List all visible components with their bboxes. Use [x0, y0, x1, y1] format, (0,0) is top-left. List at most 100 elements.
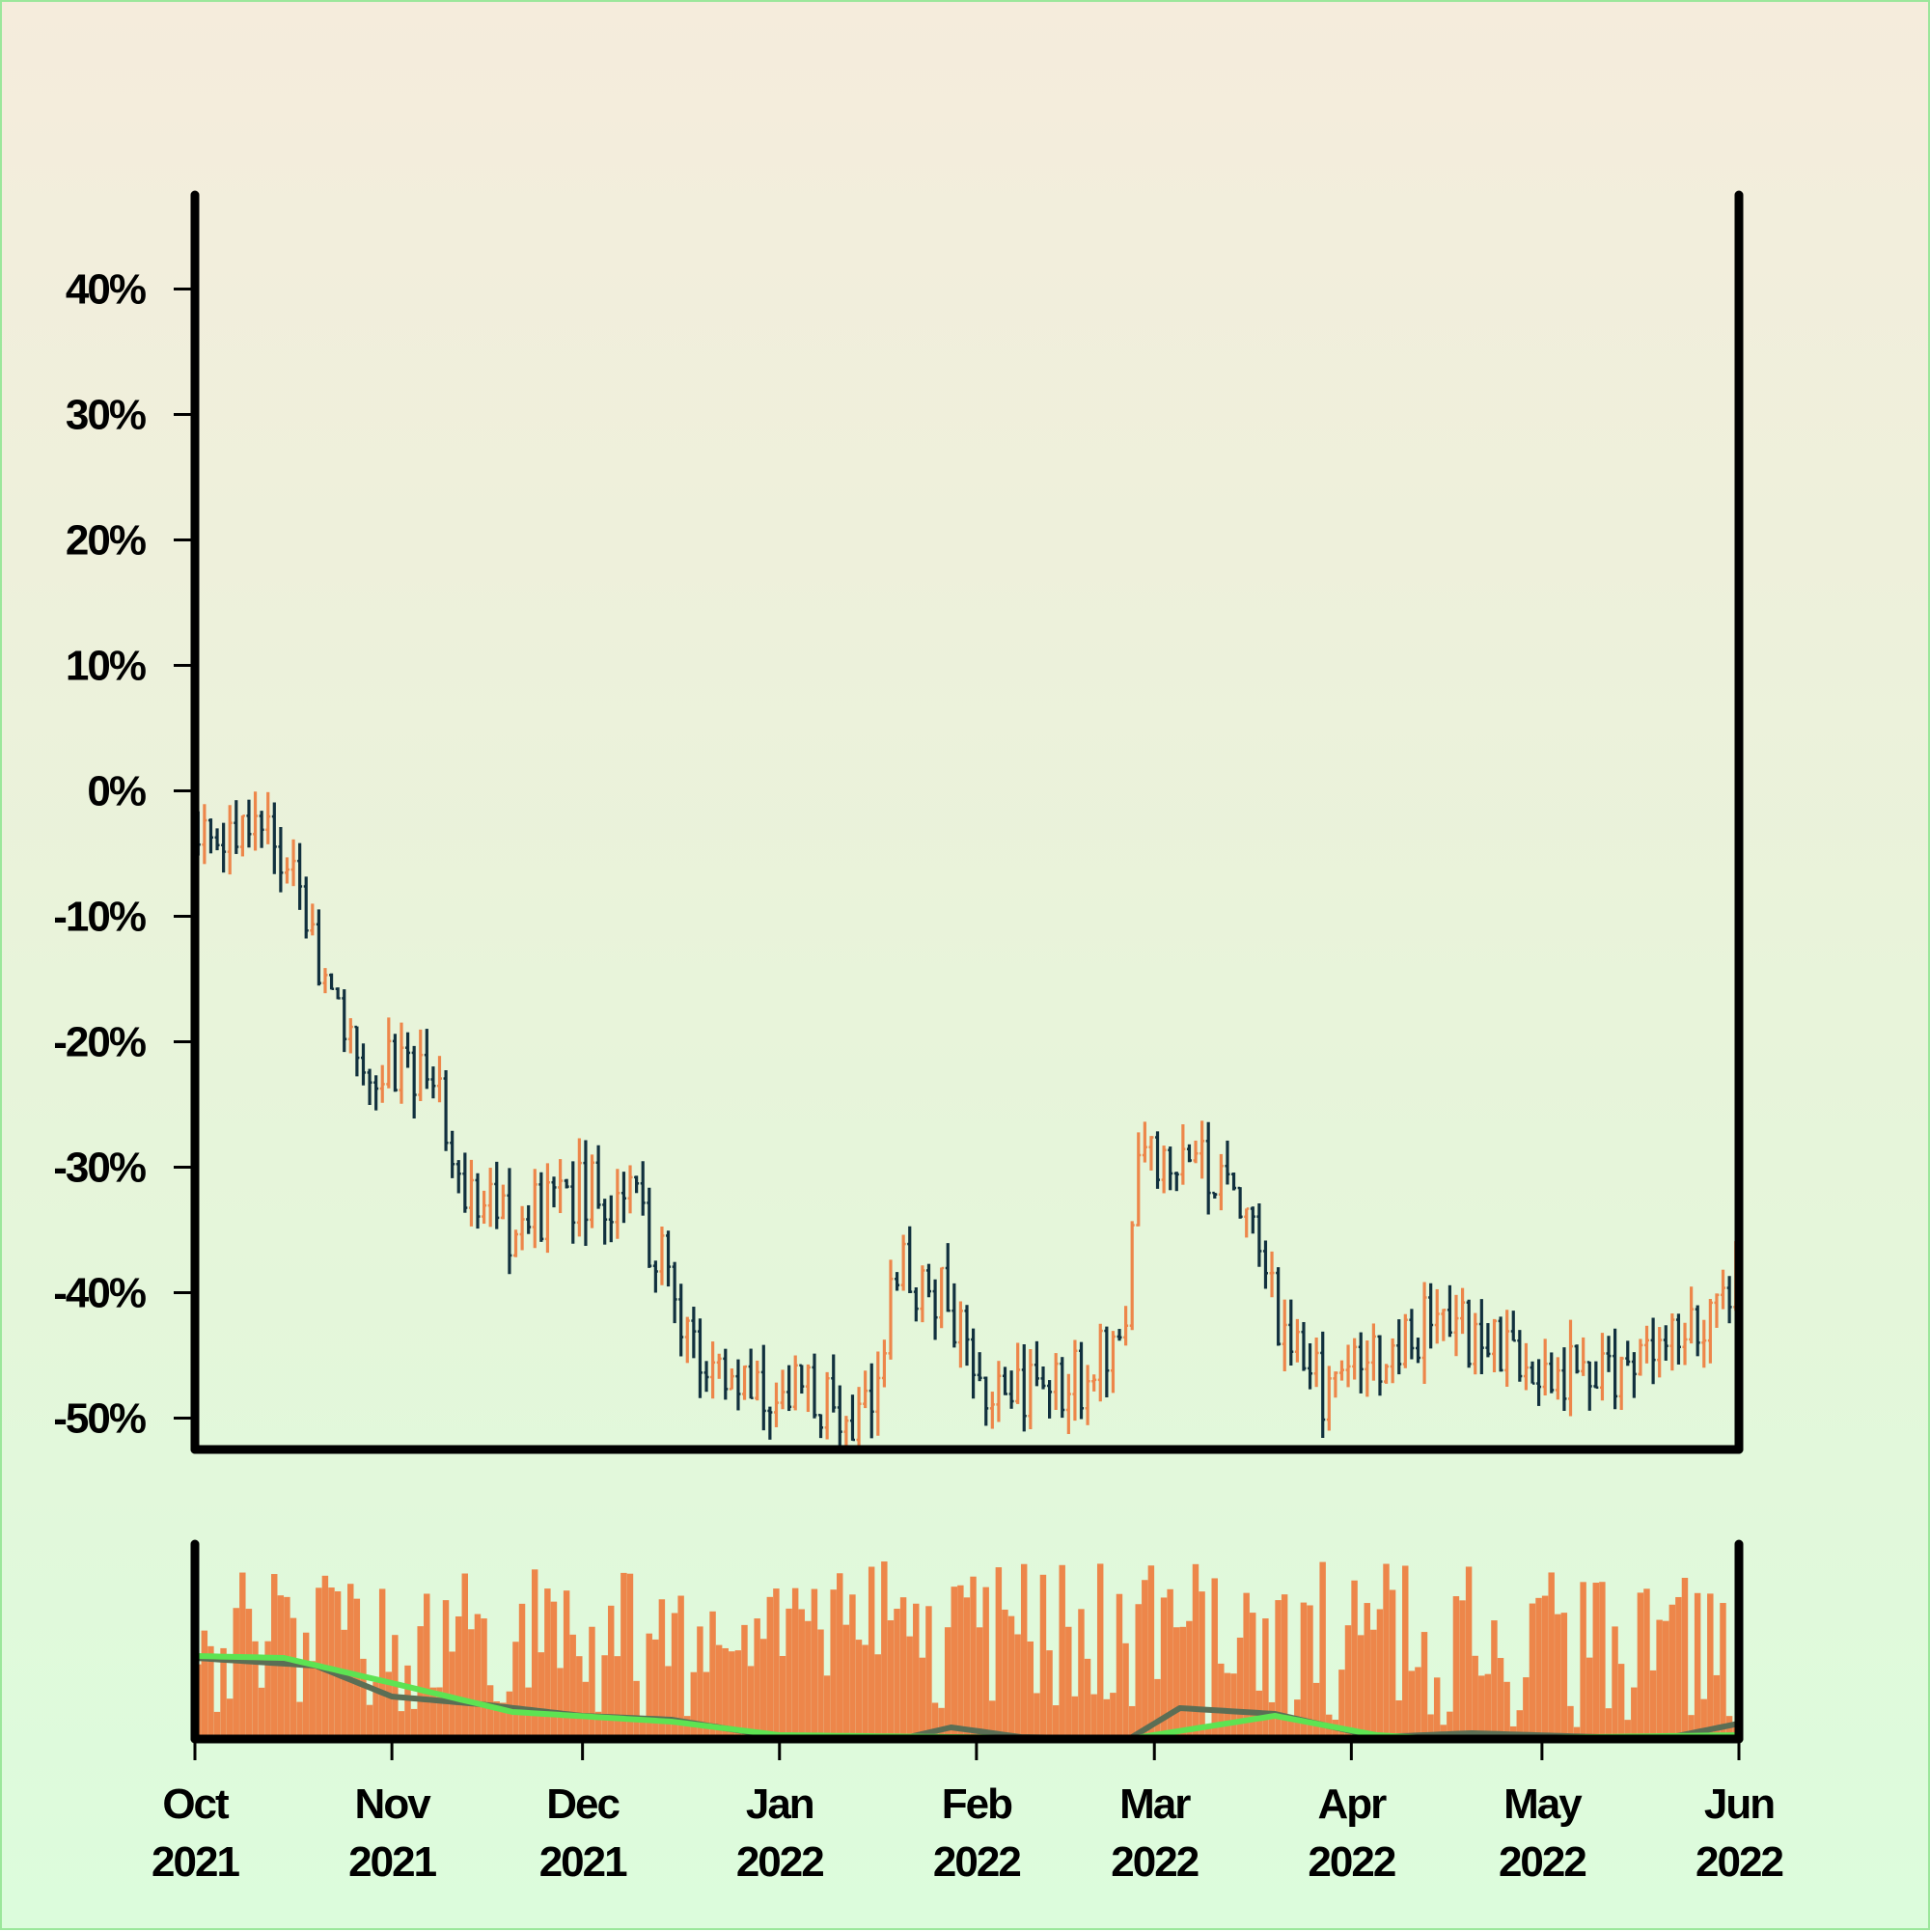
volume-bar	[1142, 1580, 1148, 1739]
ohlc-bar	[767, 1406, 773, 1440]
ohlc-bar	[773, 1382, 779, 1427]
volume-bar	[1656, 1619, 1663, 1739]
ohlc-bar	[1669, 1313, 1675, 1371]
volume-bar	[1585, 1657, 1593, 1739]
ohlc-bar	[1168, 1146, 1173, 1191]
volume-bar	[1192, 1563, 1199, 1739]
ohlc-bar	[1473, 1312, 1478, 1375]
ohlc-bar	[1326, 1366, 1332, 1431]
ohlc-bar	[1218, 1153, 1224, 1211]
volume-bar	[366, 1704, 373, 1739]
volume-bar	[531, 1569, 538, 1739]
volume-bar	[989, 1700, 996, 1739]
ohlc-bar	[1478, 1299, 1484, 1374]
volume-bar	[798, 1609, 805, 1739]
volume-bar	[862, 1644, 868, 1739]
ohlc-bar	[1358, 1332, 1364, 1394]
volume-bar	[1681, 1577, 1689, 1739]
volume-bar	[1071, 1696, 1079, 1739]
ohlc-bar	[659, 1226, 665, 1285]
volume-bar	[1415, 1667, 1421, 1739]
ohlc-bar	[1714, 1293, 1720, 1328]
x-tick-month: Jan	[746, 1780, 813, 1828]
ohlc-bar	[246, 799, 252, 848]
volume-bar	[321, 1575, 329, 1739]
ohlc-bar	[1276, 1267, 1282, 1346]
x-tick-year: 2021	[539, 1838, 627, 1886]
volume-bar	[284, 1596, 290, 1739]
ohlc-bar	[1466, 1299, 1472, 1368]
ohlc-bar	[564, 1178, 569, 1189]
ohlc-bar	[1142, 1121, 1147, 1163]
ohlc-bar	[1574, 1344, 1580, 1374]
volume-bar	[1116, 1593, 1123, 1739]
volume-bar	[392, 1635, 399, 1739]
ohlc-bar	[640, 1161, 646, 1216]
volume-bar	[493, 1700, 500, 1739]
volume-bar	[1503, 1681, 1510, 1739]
volume-bar	[1560, 1613, 1568, 1739]
volume-bar	[722, 1647, 729, 1739]
ohlc-bar	[1453, 1294, 1459, 1357]
volume-bar	[837, 1573, 843, 1739]
ohlc-bar	[925, 1263, 931, 1298]
ohlc-bar	[1707, 1299, 1713, 1364]
ohlc-bar	[792, 1355, 798, 1411]
ohlc-bar	[418, 1029, 424, 1102]
volume-bar	[811, 1588, 818, 1739]
x-tick-month: Jun	[1704, 1780, 1774, 1828]
ohlc-bar	[507, 1168, 512, 1275]
volume-bar	[931, 1702, 939, 1739]
volume-bar	[709, 1611, 716, 1739]
ohlc-bar	[583, 1140, 589, 1246]
ohlc-bar	[1613, 1328, 1618, 1410]
y-tick-label: 20%	[66, 517, 146, 565]
ohlc-bar	[526, 1204, 532, 1234]
ohlc-bar	[1561, 1347, 1567, 1412]
y-tick-label: -50%	[53, 1395, 146, 1443]
volume-ma-short-line	[194, 1655, 1740, 1742]
ohlc-bar	[742, 1365, 748, 1400]
volume-bar	[201, 1630, 208, 1739]
ohlc-bar	[863, 1370, 868, 1409]
ohlc-bar	[265, 791, 271, 844]
ohlc-bar	[1396, 1319, 1402, 1375]
volume-bar	[1357, 1635, 1365, 1739]
ohlc-bar	[1549, 1352, 1555, 1394]
ohlc-bar	[945, 1243, 951, 1312]
ohlc-bar	[920, 1265, 925, 1323]
ohlc-bar	[1517, 1330, 1523, 1382]
ohlc-bar	[620, 1172, 626, 1224]
volume-bar	[1065, 1626, 1072, 1739]
volume-bar	[1204, 1725, 1212, 1739]
volume-bar	[633, 1680, 640, 1739]
ohlc-bar	[1721, 1269, 1726, 1310]
x-tick-month: May	[1503, 1780, 1583, 1828]
volume-bar	[805, 1620, 812, 1739]
ohlc-bar	[831, 1354, 837, 1413]
ohlc-bar	[932, 1279, 938, 1340]
volume-bar	[1154, 1678, 1161, 1739]
ohlc-bar	[367, 1068, 372, 1105]
ohlc-bar	[1377, 1335, 1383, 1396]
ohlc-bar	[329, 973, 335, 990]
ohlc-bar	[342, 989, 347, 1053]
volume-bar	[1643, 1588, 1650, 1739]
y-axis: 40% 30% 20% 10% 0% -10% -20% -30% -40% -50%	[53, 266, 191, 1443]
volume-bar	[1383, 1563, 1390, 1739]
volume-bar	[1243, 1592, 1250, 1739]
volume-bar	[1218, 1663, 1225, 1739]
volume-bar	[1147, 1565, 1155, 1739]
volume-bar	[1688, 1715, 1695, 1739]
ohlc-bar	[881, 1339, 887, 1388]
ohlc-bar	[1644, 1325, 1650, 1364]
volume-bar	[849, 1594, 856, 1739]
volume-bar	[226, 1698, 234, 1739]
ohlc-bar	[1618, 1356, 1624, 1411]
volume-bar	[302, 1632, 310, 1739]
ohlc-bar	[818, 1414, 824, 1439]
volume-bar	[970, 1576, 977, 1739]
volume-bar	[1262, 1618, 1269, 1739]
x-tick-month: Dec	[546, 1780, 620, 1828]
volume-bar	[957, 1585, 964, 1739]
